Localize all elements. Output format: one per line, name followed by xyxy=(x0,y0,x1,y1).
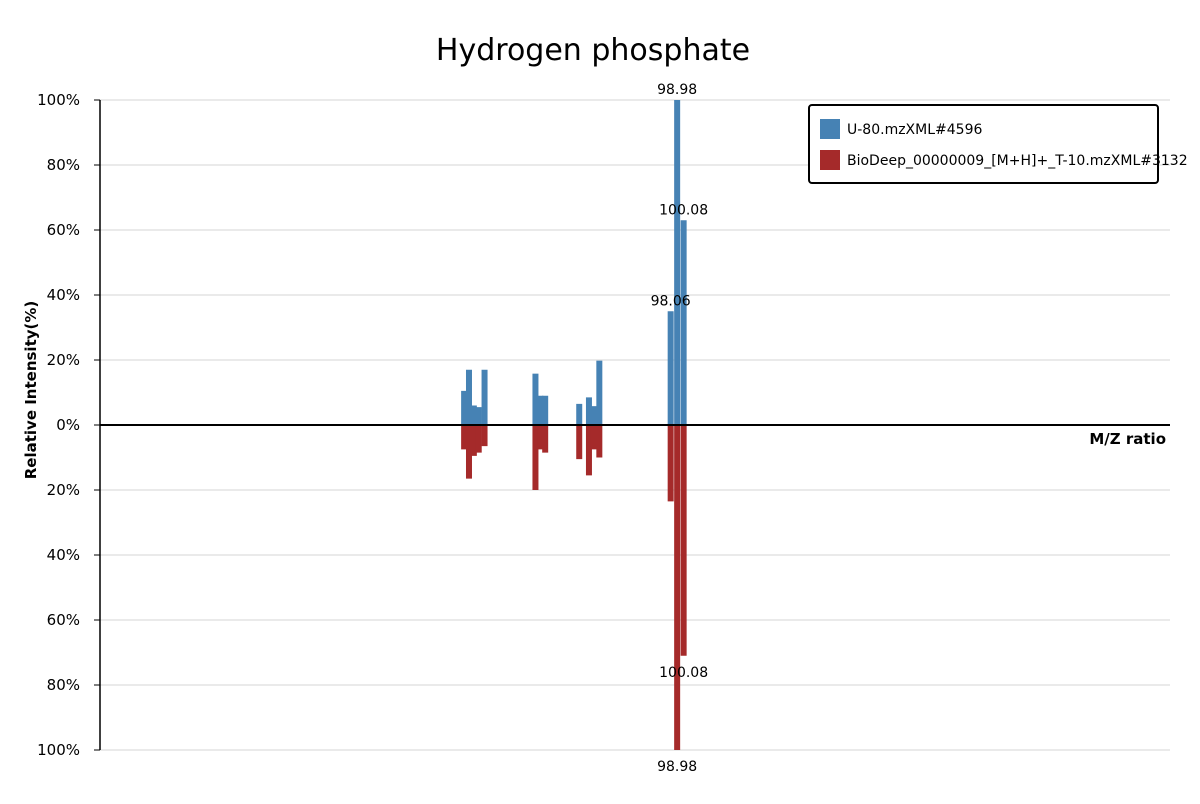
y-tick-label: 40% xyxy=(47,546,80,564)
peak-bar-sample xyxy=(680,220,687,425)
peak-bar-reference xyxy=(590,425,597,450)
peak-bar-reference xyxy=(470,425,477,456)
y-tick-label: 60% xyxy=(47,221,80,239)
axes xyxy=(99,100,1170,750)
peak-bar-reference xyxy=(674,425,681,750)
peak-bar-sample xyxy=(532,373,539,425)
peak-bar-sample xyxy=(667,311,674,425)
y-tick-label: 0% xyxy=(56,416,80,434)
peak-labels: 98.06 98.98 100.08 98.98 100.08 xyxy=(651,82,709,775)
peak-bar-reference xyxy=(475,425,482,453)
legend: U-80.mzXML#4596 BioDeep_00000009_[M+H]+_… xyxy=(808,104,1188,184)
legend-label-series-2: BioDeep_00000009_[M+H]+_T-10.mzXML#3132 xyxy=(847,153,1188,169)
y-axis-label: Relative Intensity(%) xyxy=(22,301,40,480)
y-tick-label: 100% xyxy=(37,91,80,109)
peak-bar-sample xyxy=(596,360,603,425)
peak-bar-sample xyxy=(576,403,583,425)
peak-bar-reference xyxy=(585,425,592,476)
y-tick-label: 100% xyxy=(37,741,80,759)
peak-label: 98.06 xyxy=(651,293,691,309)
peak-bar-reference xyxy=(576,425,583,460)
peak-bar-sample xyxy=(674,100,681,425)
y-tick-label: 20% xyxy=(47,481,80,499)
y-tick-labels: 100% 80% 60% 40% 20% 0% 20% 40% 60% 80% 100% xyxy=(37,91,100,759)
peak-bar-reference xyxy=(542,425,549,453)
peak-bar-sample xyxy=(470,405,477,425)
peak-bar-reference xyxy=(596,425,603,458)
peak-bar-sample xyxy=(475,407,482,425)
peak-bar-reference xyxy=(461,425,468,450)
peak-bar-reference xyxy=(667,425,674,502)
peak-bar-reference xyxy=(680,425,687,656)
chart-title: Hydrogen phosphate xyxy=(436,33,750,68)
peak-bar-reference xyxy=(537,425,544,450)
legend-swatch-series-1 xyxy=(820,119,840,139)
y-tick-label: 60% xyxy=(47,611,80,629)
y-tick-label: 80% xyxy=(47,156,80,174)
y-tick-label: 20% xyxy=(47,351,80,369)
y-tick-label: 40% xyxy=(47,286,80,304)
peak-label: 98.98 xyxy=(657,82,697,98)
peak-bar-sample xyxy=(542,395,549,425)
peak-bar-sample xyxy=(461,390,468,425)
legend-swatch-series-2 xyxy=(820,150,840,170)
peak-bar-reference xyxy=(532,425,539,490)
peak-bar-sample xyxy=(537,395,544,425)
peak-bar-sample xyxy=(481,369,488,425)
peak-label: 98.98 xyxy=(657,759,697,775)
peak-bar-sample xyxy=(590,406,597,425)
y-tick-label: 80% xyxy=(47,676,80,694)
peak-bar-sample xyxy=(465,369,472,425)
grid-lines xyxy=(100,99,1170,751)
peak-bar-sample xyxy=(585,397,592,425)
peak-bar-reference xyxy=(465,425,472,479)
legend-box xyxy=(808,104,1159,184)
bars-layer xyxy=(461,100,687,750)
x-axis-label: M/Z ratio xyxy=(1089,430,1166,448)
peak-label: 100.08 xyxy=(659,202,708,218)
peak-bar-reference xyxy=(481,425,488,447)
legend-label-series-1: U-80.mzXML#4596 xyxy=(847,122,982,138)
peak-label: 100.08 xyxy=(659,665,708,681)
